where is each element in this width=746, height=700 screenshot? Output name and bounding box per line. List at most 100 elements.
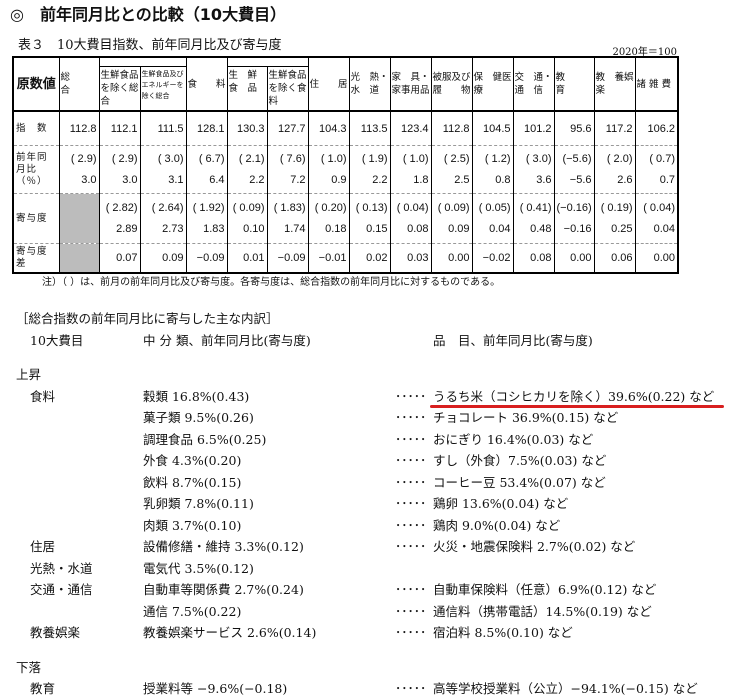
value: 1.74 <box>284 222 306 235</box>
value: ( 0.20) <box>314 201 347 214</box>
breakdown-row: 菓子類 9.5%(0.26) ･････ チョコレート 36.9%(0.15) など <box>0 407 746 429</box>
value: 0.04 <box>489 222 511 235</box>
spacer <box>0 351 746 364</box>
leader-dots: ･････ <box>395 603 427 619</box>
value: ( 1.0) <box>320 152 347 165</box>
value: 6.4 <box>209 173 225 186</box>
value: 0.9 <box>331 173 347 186</box>
middle-class-item: 自動車等関係費 2.7%(0.24) <box>143 582 304 597</box>
row-label: 寄与度 <box>12 193 60 244</box>
value-cell: ( 1.92) 1.83 <box>185 193 228 244</box>
value-cell: ( 0.41) 0.48 <box>512 193 555 244</box>
value-cell: 101.2 <box>512 111 555 146</box>
value-cell: ( 0.09) 0.09 <box>430 193 473 244</box>
value-cell: 123.4 <box>389 111 432 146</box>
leader-dots: ･････ <box>395 388 427 404</box>
leader-dots: ･････ <box>395 410 427 425</box>
value: −0.16 <box>563 222 592 235</box>
value-cell: ( 0.7) 0.7 <box>634 145 679 194</box>
value-cell: 128.1 <box>185 111 228 146</box>
value: 3.1 <box>168 173 184 186</box>
value: 2.2 <box>372 173 388 186</box>
col-header-category: 10大費目 <box>30 332 84 348</box>
value: ( 2.0) <box>606 152 633 165</box>
value: 0.04 <box>653 222 675 235</box>
breakdown-heading: ［総合指数の前年同月比に寄与した主な内訳］ <box>16 311 279 326</box>
item-detail: 鶏卵 13.6%(0.04) など <box>433 496 569 511</box>
value-cell: 104.3 <box>307 111 350 146</box>
value: 0.10 <box>243 222 265 235</box>
breakdown-row: 教養娯楽 教養娯楽サービス 2.6%(0.14) ･････ 宿泊料 8.5%(0.1… <box>0 622 746 644</box>
middle-class-item: 調理食品 6.5%(0.25) <box>143 431 267 447</box>
value: ( 0.7) <box>649 152 675 165</box>
leader-dots: ･････ <box>395 431 427 447</box>
item-detail: コーヒー豆 53.4%(0.07) など <box>433 474 606 490</box>
item-detail: すし（外食）7.5%(0.03) など <box>433 453 607 468</box>
value: ( 0.41) <box>519 201 552 214</box>
value-cell: 111.5 <box>139 111 187 146</box>
value-cell: ( 0.09) 0.10 <box>226 193 268 244</box>
value-cell: −0.09 <box>185 243 228 273</box>
column-header: 保 健医 療 <box>471 57 514 112</box>
value <box>62 198 97 219</box>
value: ( 0.09) <box>437 201 470 214</box>
value: ( 2.9) <box>70 152 97 165</box>
row-label: 前年同月比（％） <box>12 145 60 194</box>
value <box>62 219 97 240</box>
value-cell: ( 3.0) 3.1 <box>139 145 187 194</box>
value: ( 2.64) <box>151 201 184 214</box>
column-header: 諸 雑 費 <box>634 57 679 112</box>
item-detail: 通信料（携帯電話）14.5%(0.19) など <box>433 603 652 619</box>
value-cell: 0.07 <box>98 243 141 273</box>
value: 0.15 <box>366 222 388 235</box>
value: 2.2 <box>249 173 265 186</box>
value-cell <box>58 243 100 273</box>
breakdown-row: 交通・通信 自動車等関係費 2.7%(0.24) ･････ 自動車保険料（任意）6.… <box>0 579 746 601</box>
value-cell: (−0.16) −0.16 <box>553 193 595 244</box>
column-header: 家 具・家事用品 <box>389 57 432 112</box>
row-label: 寄与度差 <box>12 243 60 273</box>
value-cell: ( 2.64) 2.73 <box>139 193 187 244</box>
category-label <box>0 429 143 451</box>
value-cell: ( 2.1) 2.2 <box>226 145 268 194</box>
value-cell: 0.09 <box>139 243 187 273</box>
value: 0.48 <box>530 222 552 235</box>
value-cell: ( 1.0) 1.8 <box>389 145 432 194</box>
value: 0.25 <box>611 222 633 235</box>
value: ( 7.6) <box>279 152 306 165</box>
value: 0.8 <box>495 173 511 186</box>
column-header: 生鮮食品を除く食 料 <box>266 66 309 112</box>
value-cell: 0.00 <box>553 243 595 273</box>
index-row: 指 数 112.8 112.1 111.5 128.1 130.3 127.7 104.3 11… <box>12 111 679 146</box>
value: ( 0.04) <box>643 201 675 214</box>
breakdown-row: 調理食品 6.5%(0.25) ･････ おにぎり 16.4%(0.03) など <box>0 429 746 451</box>
breakdown-row: 肉類 3.7%(0.10) ･････ 鶏肉 9.0%(0.04) など <box>0 515 746 537</box>
value-cell: 0.00 <box>430 243 473 273</box>
breakdown-heading-line: ［総合指数の前年同月比に寄与した主な内訳］ <box>0 308 746 330</box>
column-header: 食 料 <box>185 57 228 112</box>
value: 1.83 <box>203 222 225 235</box>
category-label: 光熱・水道 <box>30 560 93 576</box>
leader-dots <box>395 558 433 580</box>
value-cell: ( 1.0) 0.9 <box>307 145 350 194</box>
column-header: 被服及び履 物 <box>430 57 473 112</box>
column-header: 住 居 <box>307 57 350 112</box>
item-detail: チョコレート 36.9%(0.15) など <box>433 410 619 425</box>
value: ( 1.83) <box>273 201 306 214</box>
value: 3.6 <box>536 173 552 186</box>
value: ( 2.9) <box>111 152 138 165</box>
value-cell: ( 0.04) 0.04 <box>634 193 679 244</box>
leader-dots: ･････ <box>395 496 427 511</box>
spacer <box>0 644 746 657</box>
middle-class-item: 肉類 3.7%(0.10) <box>143 517 242 533</box>
value-cell: 113.5 <box>348 111 391 146</box>
value: 0.7 <box>659 173 675 186</box>
header-row: 原数値総 合 食 料 住 居光 熱・水 道家 具・家事用品 被服及び履 物保 健医 療… <box>12 57 679 112</box>
item-detail: 宿泊料 8.5%(0.10) など <box>433 625 573 640</box>
leader-dots: ･････ <box>395 681 427 696</box>
value-cell <box>58 193 100 244</box>
value-cell: 112.8 <box>430 111 473 146</box>
header-group <box>98 57 187 67</box>
value-cell: ( 2.9) 3.0 <box>58 145 100 194</box>
section-down: 下落 <box>16 659 42 675</box>
